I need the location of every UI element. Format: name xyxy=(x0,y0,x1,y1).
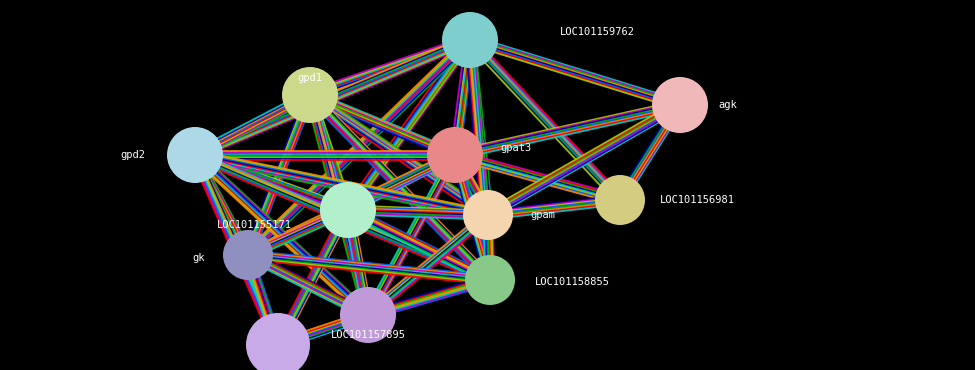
Circle shape xyxy=(246,313,310,370)
Circle shape xyxy=(167,127,223,183)
Circle shape xyxy=(442,12,498,68)
Text: LOC101155171: LOC101155171 xyxy=(217,220,292,230)
Circle shape xyxy=(282,67,338,123)
Circle shape xyxy=(595,175,645,225)
Circle shape xyxy=(340,287,396,343)
Text: LOC101158855: LOC101158855 xyxy=(535,277,610,287)
Text: gpat3: gpat3 xyxy=(500,143,531,153)
Circle shape xyxy=(427,127,483,183)
Circle shape xyxy=(652,77,708,133)
Text: gpam: gpam xyxy=(530,210,555,220)
Text: LOC101156981: LOC101156981 xyxy=(660,195,735,205)
Text: gpd2: gpd2 xyxy=(120,150,145,160)
Text: gk: gk xyxy=(192,253,205,263)
Circle shape xyxy=(463,190,513,240)
Circle shape xyxy=(320,182,376,238)
Circle shape xyxy=(223,230,273,280)
Text: LOC101157895: LOC101157895 xyxy=(331,330,406,340)
Text: agk: agk xyxy=(718,100,737,110)
Circle shape xyxy=(465,255,515,305)
Text: gpd1: gpd1 xyxy=(297,73,323,83)
Text: LOC101159762: LOC101159762 xyxy=(560,27,635,37)
